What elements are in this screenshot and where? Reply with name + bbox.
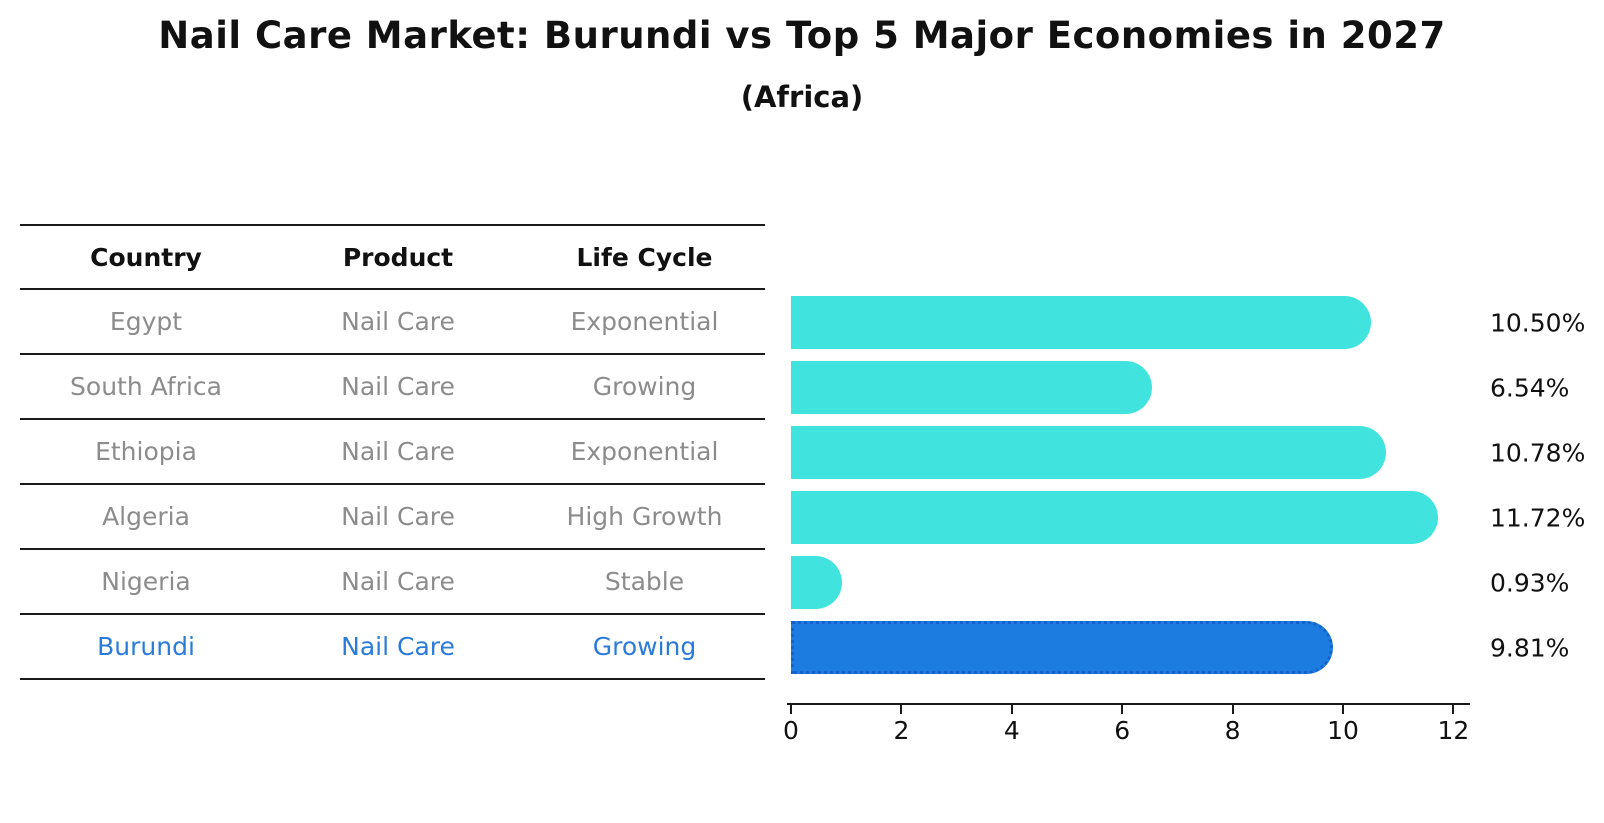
x-tick-mark xyxy=(900,705,903,714)
cell-product: Nail Care xyxy=(341,567,455,596)
cell-country: Ethiopia xyxy=(95,437,197,466)
bar-row: 6.54% xyxy=(791,355,1604,420)
x-tick-mark xyxy=(1010,705,1013,714)
x-tick-label: 4 xyxy=(1003,716,1020,745)
bar-value-label: 10.78% xyxy=(1490,438,1586,467)
cell-product: Nail Care xyxy=(341,307,455,336)
cell-product: Nail Care xyxy=(341,632,455,661)
country-table: Country Product Life Cycle Egypt Nail Ca… xyxy=(20,224,765,680)
table-row: Ethiopia Nail Care Exponential xyxy=(20,420,765,485)
table-row: Egypt Nail Care Exponential xyxy=(20,290,765,355)
bar-nigeria xyxy=(791,556,842,609)
cell-country: Algeria xyxy=(102,502,190,531)
bar-value-label: 0.93% xyxy=(1490,568,1570,597)
x-tick-mark xyxy=(1452,705,1455,714)
x-tick-mark xyxy=(1121,705,1124,714)
table-row-highlighted: Burundi Nail Care Growing xyxy=(20,615,765,680)
bar-value-label: 10.50% xyxy=(1490,308,1586,337)
bar-row: 10.50% xyxy=(791,290,1604,355)
cell-life-cycle: Exponential xyxy=(570,437,719,466)
bar-value-label: 9.81% xyxy=(1490,633,1570,662)
bar-egypt xyxy=(791,296,1371,349)
cell-life-cycle: Stable xyxy=(604,567,685,596)
x-tick-label: 6 xyxy=(1114,716,1131,745)
bar-south-africa xyxy=(791,361,1152,414)
cell-life-cycle: Growing xyxy=(592,632,697,661)
x-tick-label: 8 xyxy=(1224,716,1241,745)
column-header-life-cycle: Life Cycle xyxy=(576,242,713,272)
table-row: Algeria Nail Care High Growth xyxy=(20,485,765,550)
cell-life-cycle: High Growth xyxy=(566,502,723,531)
cell-country: South Africa xyxy=(70,372,222,401)
cell-life-cycle: Growing xyxy=(592,372,697,401)
x-tick-mark xyxy=(1342,705,1345,714)
page-subtitle: (Africa) xyxy=(740,80,864,114)
cell-country: Egypt xyxy=(109,307,183,336)
bar-chart: 10.50% 6.54% 10.78% 11.72% 0.93% 9.81% 0 xyxy=(783,290,1604,760)
page-title: Nail Care Market: Burundi vs Top 5 Major… xyxy=(158,14,1446,57)
bar-ethiopia xyxy=(791,426,1386,479)
cell-product: Nail Care xyxy=(341,502,455,531)
x-axis-line xyxy=(787,703,1470,705)
table-row: South Africa Nail Care Growing xyxy=(20,355,765,420)
cell-life-cycle: Exponential xyxy=(570,307,719,336)
table-header-row: Country Product Life Cycle xyxy=(20,224,765,290)
bar-row: 0.93% xyxy=(791,550,1604,615)
bar-row: 11.72% xyxy=(791,485,1604,550)
bar-value-label: 11.72% xyxy=(1490,503,1586,532)
cell-product: Nail Care xyxy=(341,372,455,401)
bar-burundi-highlighted xyxy=(791,621,1333,674)
bar-row: 10.78% xyxy=(791,420,1604,485)
bar-algeria xyxy=(791,491,1438,544)
bar-row: 9.81% xyxy=(791,615,1604,680)
x-tick-label: 0 xyxy=(783,716,799,745)
x-tick-label: 12 xyxy=(1437,716,1470,745)
cell-country: Nigeria xyxy=(101,567,191,596)
x-tick-mark xyxy=(790,705,792,714)
bar-value-label: 6.54% xyxy=(1490,373,1570,402)
x-tick-label: 10 xyxy=(1327,716,1359,745)
column-header-product: Product xyxy=(342,242,454,272)
column-header-country: Country xyxy=(90,242,202,272)
cell-country: Burundi xyxy=(97,632,195,661)
x-tick-mark xyxy=(1231,705,1234,714)
x-axis-ticks: 0 2 4 6 8 10 1 xyxy=(783,705,1470,750)
cell-product: Nail Care xyxy=(341,437,455,466)
table-row: Nigeria Nail Care Stable xyxy=(20,550,765,615)
x-tick-label: 2 xyxy=(893,716,910,745)
